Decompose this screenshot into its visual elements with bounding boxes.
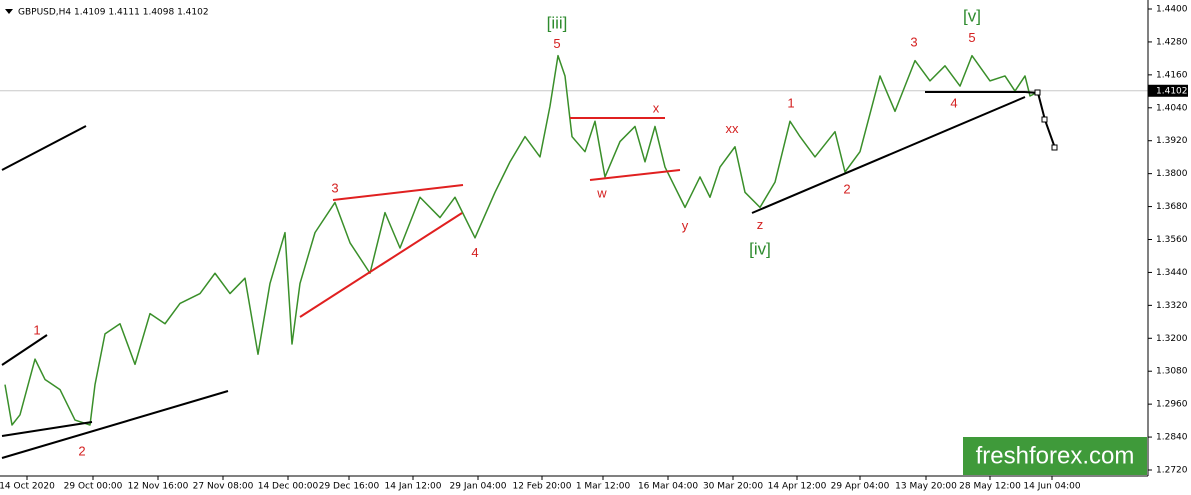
y-tick-label: 1.3680 — [1156, 202, 1188, 212]
wave-label: 3 — [910, 35, 917, 50]
wave-label: 1 — [787, 96, 794, 111]
x-tick-label: 14 Jan 12:00 — [385, 482, 442, 492]
y-tick-label: 1.4160 — [1156, 70, 1188, 80]
wave-label: x — [653, 101, 660, 116]
trend-line — [1, 334, 48, 366]
plot: 1.2720 1.2840 1.2960 1.3080 1.3200 1.3320 1.34… — [0, 5, 1188, 492]
y-tick-label: 1.2960 — [1156, 400, 1188, 410]
y-tick-label: 1.3800 — [1156, 169, 1188, 179]
x-tick-label: 12 Feb 20:00 — [512, 482, 571, 492]
x-tick-label: 14 Dec 00:00 — [258, 482, 319, 492]
y-tick-label: 1.3560 — [1156, 235, 1188, 245]
wave-label: [iv] — [749, 239, 771, 258]
wave-label: w — [596, 186, 607, 201]
trend-lines — [1, 91, 1056, 459]
y-tick-label: 1.4400 — [1156, 5, 1188, 15]
wave-label: 5 — [968, 30, 975, 45]
forecast-point — [1051, 144, 1058, 151]
y-tick-label: 1.2720 — [1156, 466, 1188, 476]
trend-line — [1, 421, 93, 437]
trend-line — [299, 212, 463, 318]
x-tick-label: 29 Oct 00:00 — [64, 482, 123, 492]
x-tick-label: 14 Oct 2020 — [0, 482, 55, 492]
y-tick-label: 1.3440 — [1156, 268, 1188, 278]
trend-line — [1, 125, 87, 171]
x-tick-label: 27 Nov 08:00 — [193, 482, 254, 492]
forecast-point — [1041, 116, 1048, 123]
x-tick-label: 13 May 20:00 — [895, 482, 957, 492]
menu-icon[interactable] — [5, 9, 13, 14]
trend-line — [1, 390, 229, 459]
wave-label: z — [757, 217, 764, 232]
last-price-box — [1148, 84, 1188, 97]
last-price-label: 1.4102 — [1156, 86, 1188, 96]
y-tick-label: 1.2840 — [1156, 433, 1188, 443]
trend-line — [589, 169, 681, 181]
wave-label: 3 — [331, 180, 338, 195]
forecast-path — [1024, 91, 1056, 149]
wave-label: 4 — [950, 96, 957, 111]
x-tick-label: 29 Jan 04:00 — [450, 482, 507, 492]
y-tick-label: 1.3080 — [1156, 367, 1188, 377]
y-tick-label: 1.3200 — [1156, 334, 1188, 344]
wave-label: 4 — [471, 245, 478, 260]
watermark-box — [963, 437, 1147, 475]
x-tick-label: 28 May 12:00 — [959, 482, 1021, 492]
x-tick-label: 29 Dec 16:00 — [319, 482, 380, 492]
x-tick-label: 30 Mar 20:00 — [703, 482, 763, 492]
x-tick-label: 29 Apr 04:00 — [831, 482, 890, 492]
wave-label: 5 — [553, 36, 560, 51]
forecast-points — [1034, 89, 1058, 151]
wave-label: [iii] — [547, 14, 568, 33]
wave-label: xx — [726, 121, 740, 136]
y-tick-label: 1.4280 — [1156, 37, 1188, 47]
y-tick-label: 1.3920 — [1156, 136, 1188, 146]
price-line — [4, 54, 1037, 426]
wave-label: 1 — [33, 322, 40, 337]
y-tick-label: 1.4040 — [1156, 103, 1188, 113]
wave-label: 2 — [843, 182, 850, 197]
forecast-point — [1034, 89, 1041, 96]
chart-title: GBPUSD,H4 1.4109 1.4111 1.4098 1.4102 — [18, 8, 209, 18]
x-tick-label: 1 Mar 12:00 — [576, 482, 631, 492]
x-tick-label: 14 Jun 04:00 — [1023, 482, 1080, 492]
x-tick-label: 14 Apr 12:00 — [768, 482, 827, 492]
trend-line — [751, 96, 1026, 214]
x-tick-label: 12 Nov 16:00 — [128, 482, 189, 492]
trend-line — [332, 184, 464, 201]
wave-label: 2 — [78, 444, 85, 459]
wave-label: [v] — [963, 7, 981, 26]
wave-label: y — [682, 218, 689, 233]
watermark: freshforex.com — [976, 442, 1135, 469]
y-tick-label: 1.3320 — [1156, 301, 1188, 311]
x-tick-label: 16 Mar 04:00 — [638, 482, 698, 492]
